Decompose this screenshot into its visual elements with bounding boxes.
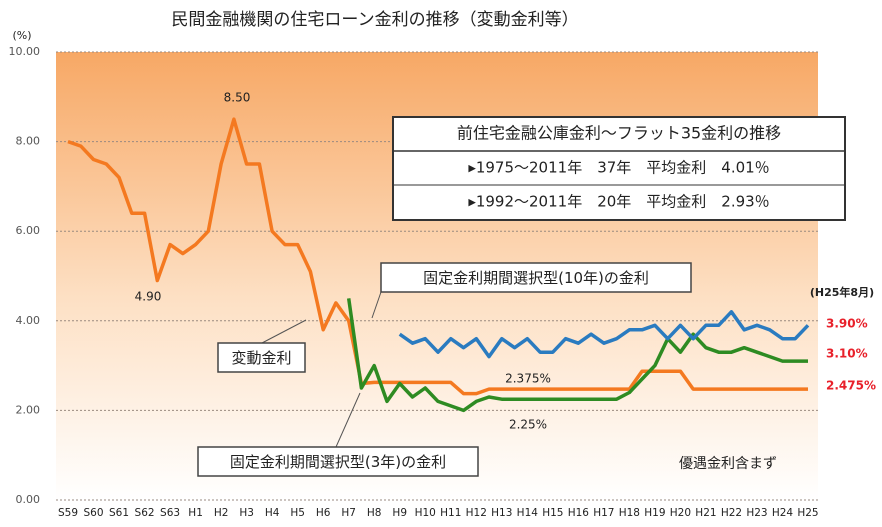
x-tick-label: H8 [367, 507, 382, 519]
date-note: (H25年8月) [810, 285, 874, 299]
y-tick-label: 6.00 [16, 224, 41, 237]
callout-leader [371, 291, 382, 319]
x-tick-label: H17 [593, 507, 614, 519]
series-line [398, 310, 810, 359]
x-tick-label: H12 [466, 507, 487, 519]
legend-label: 固定金利期間選択型(3年)の金利 [230, 453, 446, 471]
x-tick-label: H15 [542, 507, 563, 519]
x-tick-label: S61 [109, 507, 129, 519]
x-tick-label: H18 [619, 507, 640, 519]
x-tick-label: H4 [265, 507, 280, 519]
callout-box [197, 446, 479, 477]
x-tick-label: H10 [415, 507, 436, 519]
end-label: 3.90% [826, 317, 868, 331]
info-box-line: ▸1975～2011年 37年 平均金利 4.01％ [468, 159, 769, 177]
x-tick-label: H16 [568, 507, 590, 519]
x-tick-label: H7 [341, 507, 356, 519]
callout-box [380, 262, 692, 293]
x-tick-label: H19 [644, 507, 665, 519]
x-tick-label: S59 [58, 507, 78, 519]
y-tick-label: 8.00 [16, 135, 41, 148]
info-box-line: ▸1992～2011年 20年 平均金利 2.93％ [468, 193, 769, 211]
x-tick-label: H6 [316, 507, 331, 519]
y-tick-label: 10.00 [9, 45, 41, 58]
info-box-title: 前住宅金融公庫金利～フラット35金利の推移 [457, 124, 781, 143]
callout-box [217, 342, 306, 373]
x-tick-label: H22 [721, 507, 742, 519]
callout-leader [261, 319, 307, 344]
y-unit: (%) [12, 29, 31, 42]
annotation: 8.50 [224, 91, 251, 105]
x-tick-label: H1 [188, 507, 203, 519]
legend-label: 変動金利 [231, 349, 291, 367]
x-tick-label: H3 [239, 507, 254, 519]
x-tick-label: H23 [746, 507, 767, 519]
y-tick-label: 4.00 [16, 314, 41, 327]
annotation: 2.375% [505, 372, 551, 386]
x-tick-label: H24 [772, 507, 794, 519]
x-tick-label: H9 [392, 507, 407, 519]
x-tick-label: S63 [160, 507, 180, 519]
x-tick-label: H14 [517, 507, 539, 519]
x-tick-label: H25 [797, 507, 818, 519]
end-label: 2.475% [826, 379, 876, 393]
info-box-frame [392, 116, 846, 221]
x-tick-label: S62 [135, 507, 155, 519]
y-tick-label: 2.00 [16, 403, 41, 416]
x-tick-label: S60 [84, 507, 104, 519]
x-tick-label: H20 [670, 507, 691, 519]
x-tick-label: H5 [290, 507, 305, 519]
note: 優遇金利含まず [679, 456, 777, 472]
x-tick-label: H13 [491, 507, 512, 519]
annotation: 2.25% [509, 418, 547, 432]
series-line [346, 298, 808, 413]
x-tick-label: H2 [214, 507, 229, 519]
info-box: 前住宅金融公庫金利～フラット35金利の推移 ▸1975～2011年 37年 平均… [392, 116, 846, 221]
series-line [67, 117, 808, 396]
x-tick-label: H11 [440, 507, 461, 519]
annotation: 4.90 [135, 290, 162, 304]
y-tick-label: 0.00 [16, 493, 41, 506]
legend-label: 固定金利期間選択型(10年)の金利 [423, 269, 649, 287]
x-tick-label: H21 [695, 507, 716, 519]
chart-title: 民間金融機関の住宅ローン金利の推移（変動金利等） [171, 10, 578, 30]
end-label: 3.10% [826, 347, 868, 361]
callout-leader [335, 392, 361, 448]
